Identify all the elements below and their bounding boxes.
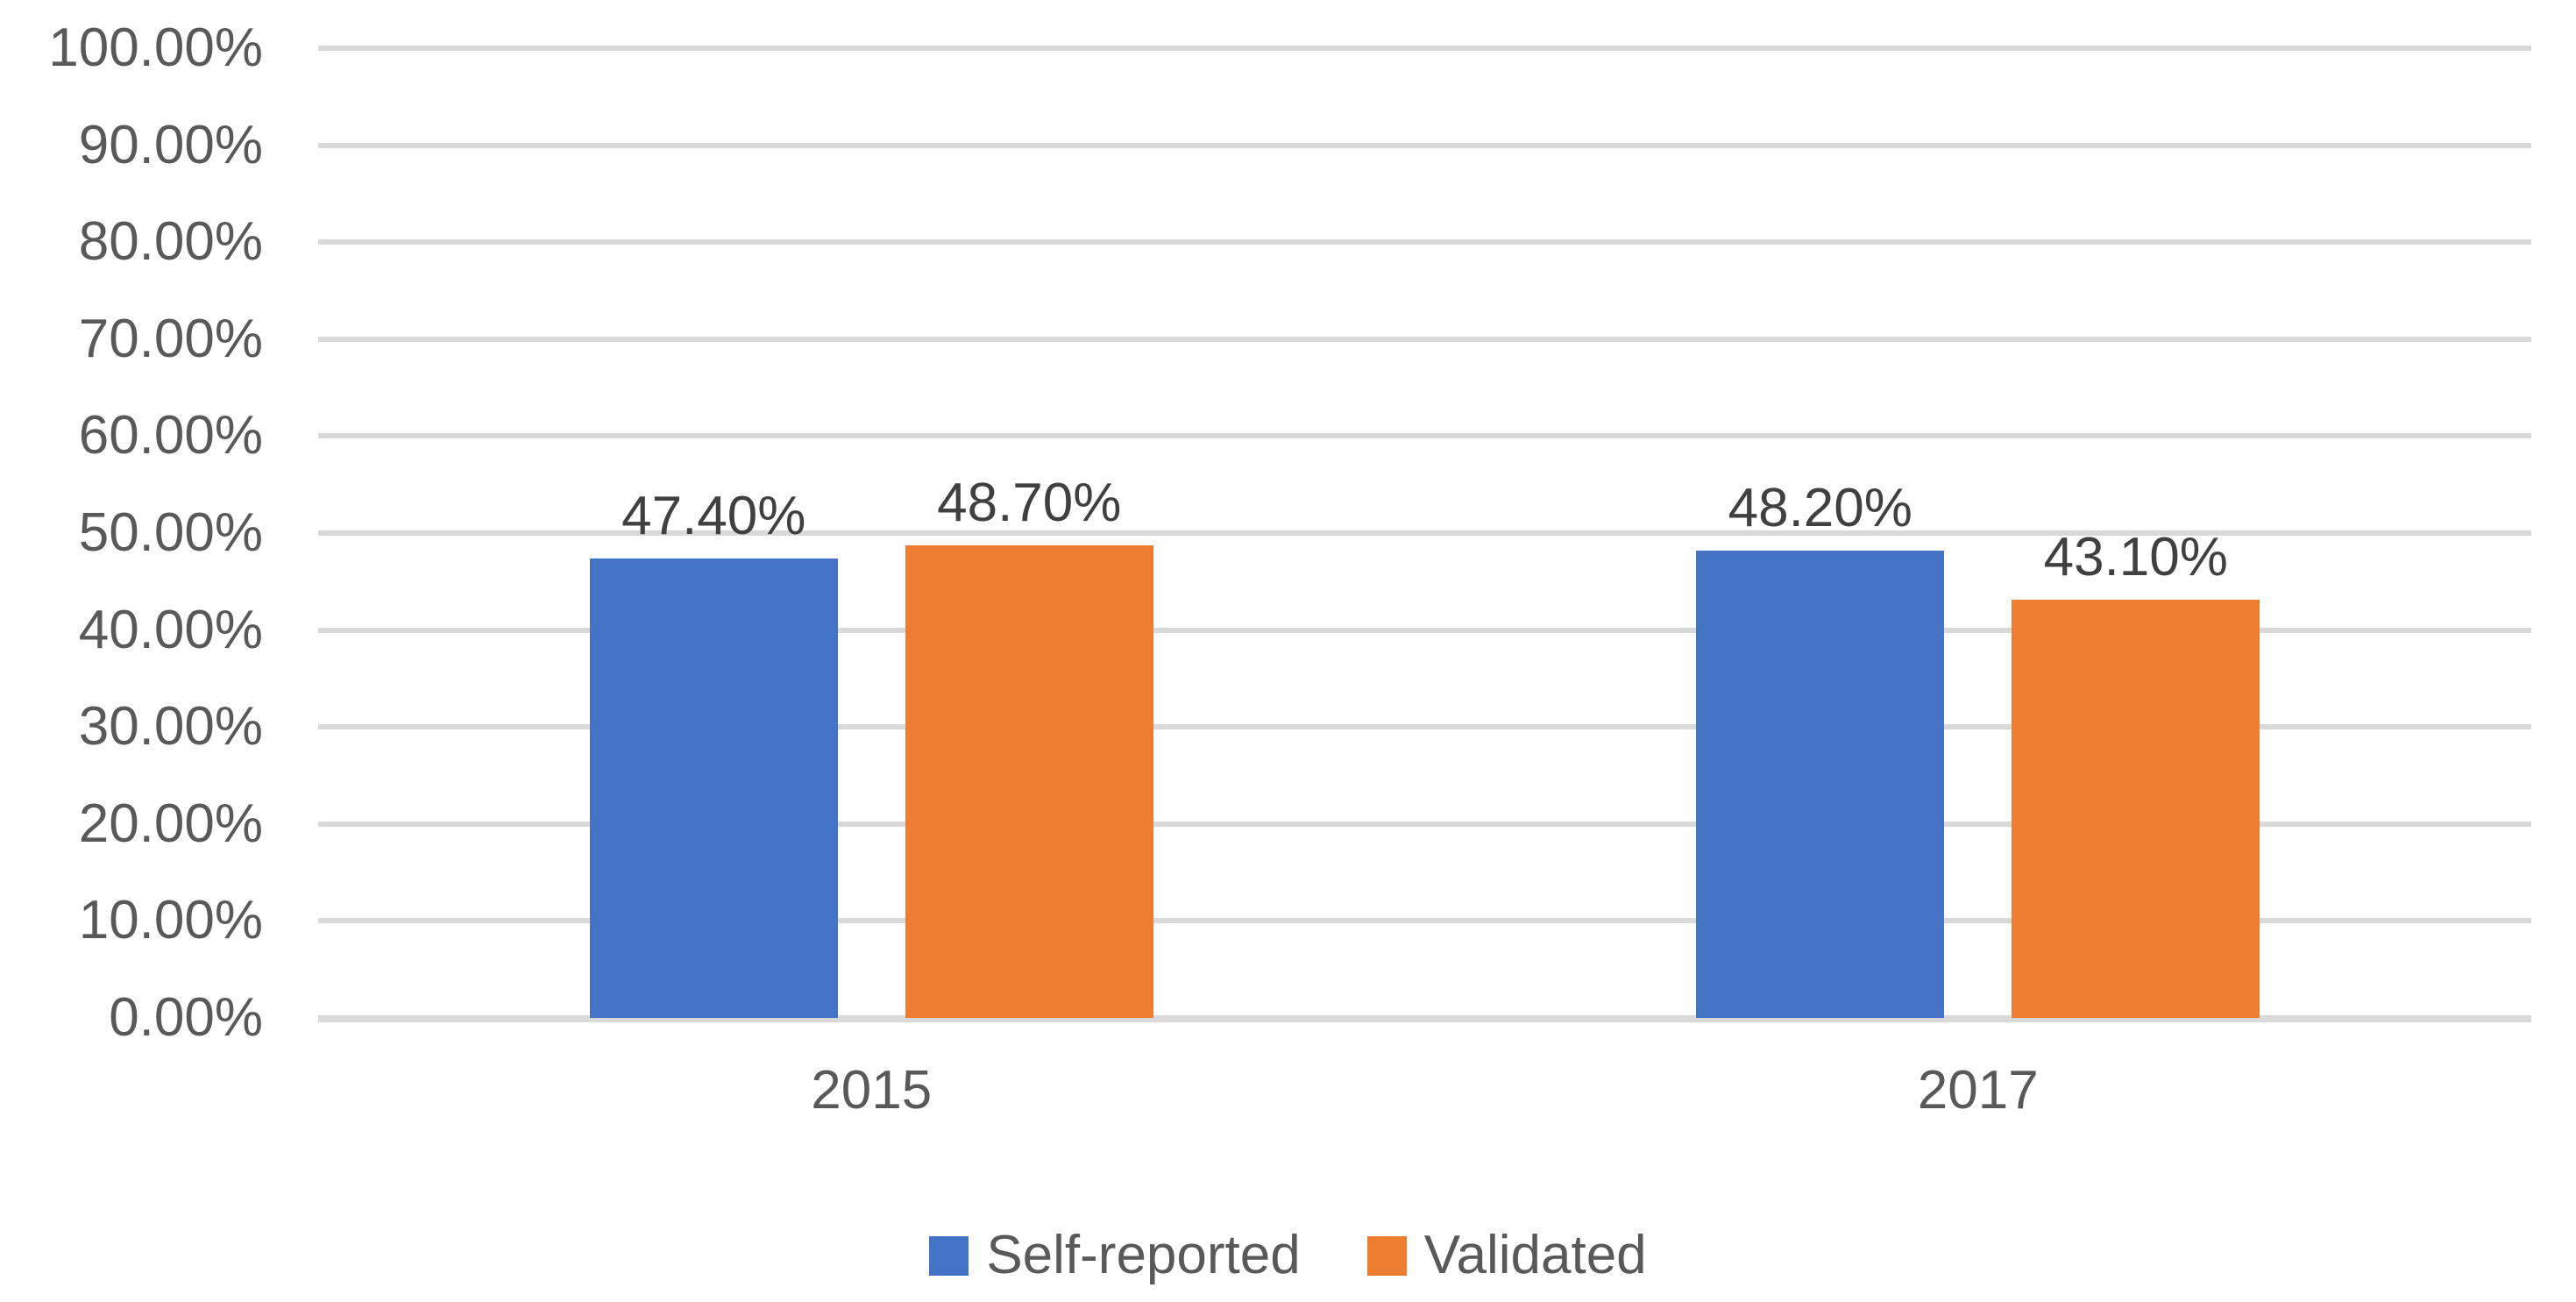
x-axis-line: [318, 1015, 2531, 1022]
bar-self-reported-2015: [589, 558, 838, 1018]
gridline: [318, 46, 2531, 51]
gridline: [318, 724, 2531, 730]
bar-self-reported-2017: [1696, 550, 1945, 1018]
y-axis-tick-label: 100.00%: [48, 18, 263, 78]
legend-label: Validated: [1423, 1225, 1647, 1285]
bar-validated-2015: [905, 545, 1153, 1018]
gridline: [318, 239, 2531, 245]
y-axis-tick-label: 50.00%: [78, 502, 263, 563]
data-label: 43.10%: [2043, 527, 2228, 588]
y-axis-tick-label: 20.00%: [78, 793, 263, 854]
data-label: 47.40%: [621, 485, 806, 546]
legend-swatch-icon: [1366, 1235, 1407, 1276]
gridline: [318, 336, 2531, 342]
data-label: 48.70%: [937, 473, 1122, 534]
legend-swatch-icon: [929, 1235, 969, 1276]
x-axis-category-label: 2015: [811, 1060, 933, 1121]
gridline: [318, 530, 2531, 536]
bar-validated-2017: [2012, 600, 2260, 1018]
gridline: [318, 433, 2531, 439]
legend-item-self-reported: Self-reported: [929, 1224, 1301, 1287]
data-label: 48.20%: [1728, 477, 1912, 538]
y-axis-tick-label: 10.00%: [78, 890, 263, 951]
y-axis-tick-label: 80.00%: [78, 211, 263, 273]
gridline: [318, 627, 2531, 633]
y-axis-tick-label: 30.00%: [78, 696, 263, 758]
y-axis-tick-label: 40.00%: [78, 599, 263, 660]
y-axis-tick-label: 0.00%: [109, 987, 263, 1048]
legend-label: Self-reported: [986, 1225, 1301, 1285]
y-axis-tick-label: 90.00%: [78, 114, 263, 175]
gridline: [318, 918, 2531, 924]
legend: Self-reported Validated: [0, 1224, 2576, 1287]
y-axis-tick-label: 60.00%: [78, 405, 263, 466]
legend-item-validated: Validated: [1366, 1224, 1647, 1287]
x-axis-category-label: 2017: [1917, 1060, 2039, 1121]
y-axis-tick-label: 70.00%: [78, 308, 263, 369]
gridline: [318, 142, 2531, 148]
gridline: [318, 821, 2531, 827]
